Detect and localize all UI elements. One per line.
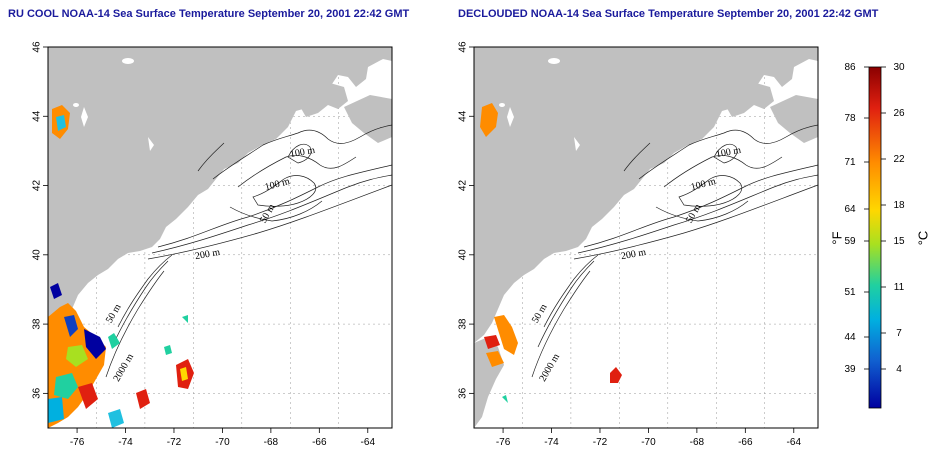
right-map-panel (473, 46, 819, 429)
f-tick-label: 64 (844, 204, 856, 215)
lon-tick-label: -72 (593, 437, 608, 448)
lat-tick-label: 46 (458, 41, 469, 53)
c-tick-label: 15 (893, 236, 905, 247)
right-sst-patches (480, 103, 622, 403)
lat-tick-label: 36 (32, 387, 43, 399)
lat-tick-label: 44 (458, 110, 469, 122)
isobath-label: 200 m (194, 247, 221, 262)
c-tick-label: 18 (893, 200, 905, 211)
c-tick-label: 30 (893, 62, 905, 73)
lon-tick-label: -74 (118, 437, 133, 448)
fahrenheit-label: °F (829, 231, 844, 244)
celsius-label: °C (915, 231, 930, 246)
lon-tick-label: -66 (738, 437, 753, 448)
lat-tick-label: 40 (458, 249, 469, 261)
lon-tick-label: -68 (690, 437, 705, 448)
lon-tick-label: -76 (70, 437, 85, 448)
lon-tick-label: -76 (496, 437, 511, 448)
f-tick-label: 59 (844, 236, 856, 247)
lon-tick-label: -72 (167, 437, 182, 448)
lon-tick-label: -70 (641, 437, 656, 448)
left-map-panel (47, 46, 393, 429)
lon-tick-label: -70 (215, 437, 230, 448)
lat-tick-label: 46 (32, 41, 43, 53)
lon-tick-label: -74 (544, 437, 559, 448)
f-tick-label: 71 (844, 157, 856, 168)
colorbar (868, 66, 882, 409)
f-tick-label: 78 (844, 113, 856, 124)
lat-tick-label: 38 (458, 318, 469, 330)
lat-tick-label: 42 (32, 180, 43, 192)
lat-tick-label: 38 (32, 318, 43, 330)
isobath-label: 100 m (715, 145, 742, 160)
c-tick-label: 4 (896, 364, 902, 375)
f-tick-label: 39 (844, 364, 856, 375)
lat-tick-label: 42 (458, 180, 469, 192)
lon-tick-label: -64 (787, 437, 802, 448)
f-tick-label: 86 (844, 62, 856, 73)
lon-tick-label: -66 (312, 437, 327, 448)
left-sst-patches (48, 105, 194, 428)
isobath-label: 200 m (620, 247, 647, 262)
c-tick-label: 7 (896, 328, 902, 339)
f-tick-label: 51 (844, 287, 856, 298)
c-tick-label: 22 (893, 154, 905, 165)
f-tick-label: 44 (844, 332, 856, 343)
lon-tick-label: -68 (264, 437, 279, 448)
lat-tick-label: 40 (32, 249, 43, 261)
lon-tick-label: -64 (361, 437, 376, 448)
c-tick-label: 26 (893, 108, 905, 119)
c-tick-label: 11 (894, 282, 905, 293)
right-map-title: DECLOUDED NOAA-14 Sea Surface Temperatur… (458, 8, 879, 20)
lat-tick-label: 36 (458, 387, 469, 399)
isobath-label: 100 m (289, 145, 316, 160)
lat-tick-label: 44 (32, 110, 43, 122)
left-map-title: RU COOL NOAA-14 Sea Surface Temperature … (8, 8, 410, 20)
